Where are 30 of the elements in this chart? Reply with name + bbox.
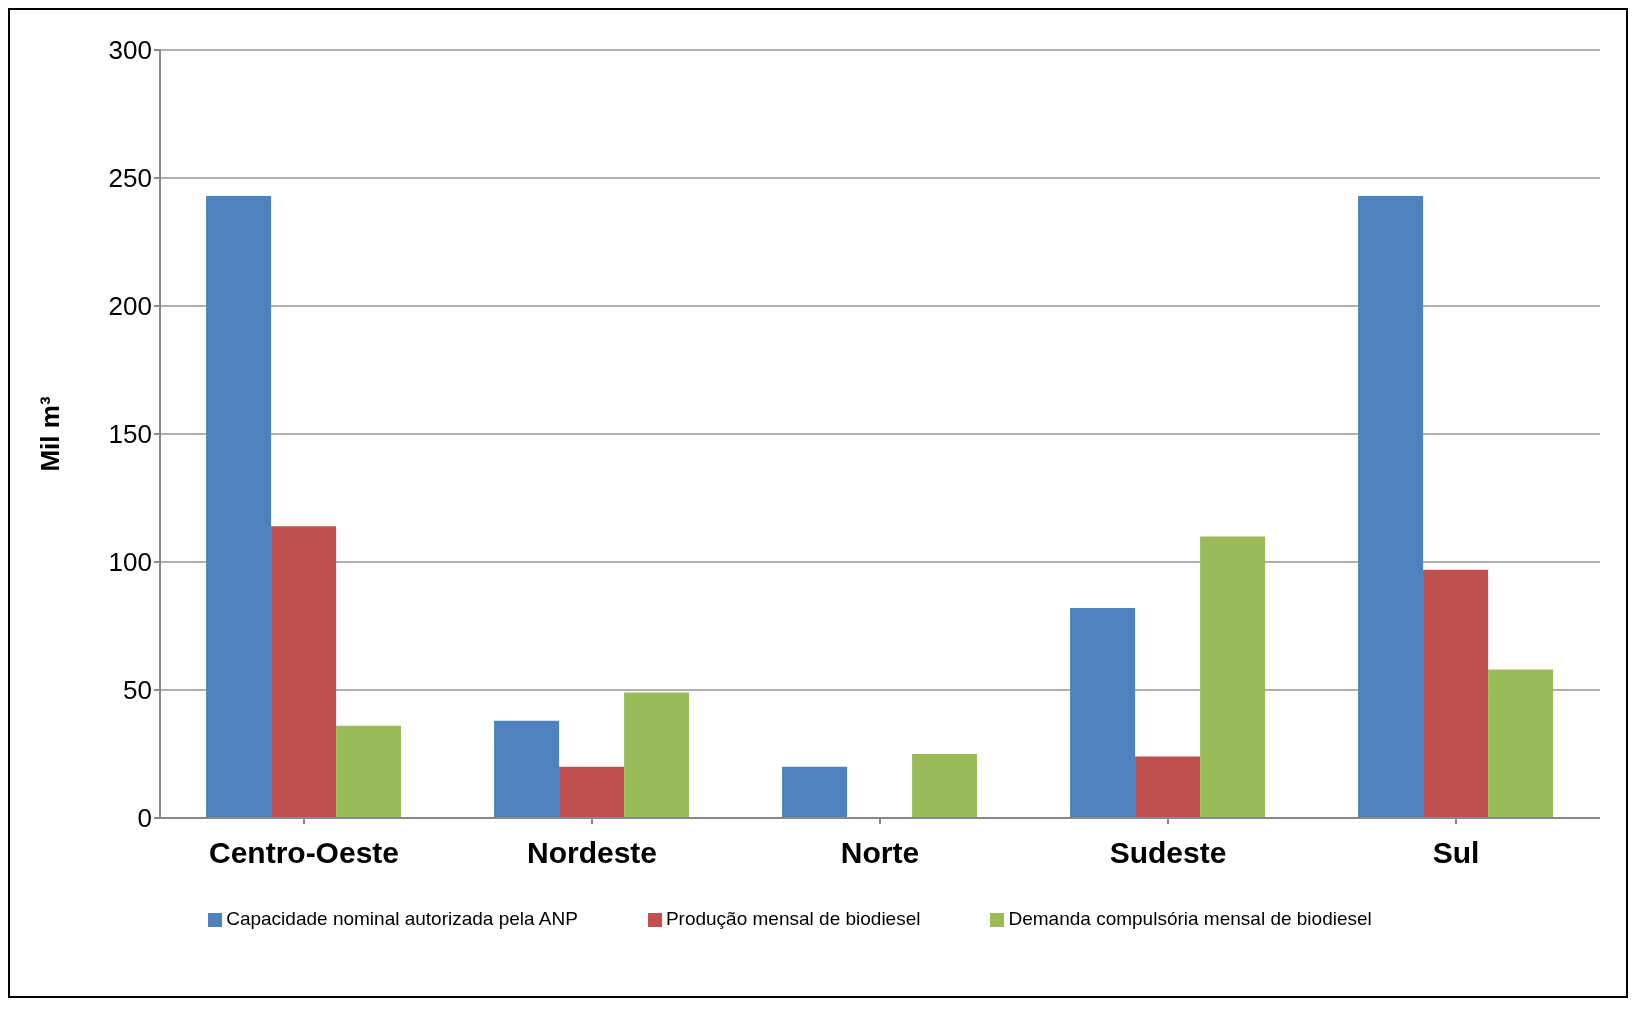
y-tick-label: 150 (108, 419, 152, 450)
bar (1200, 536, 1266, 818)
bar (494, 720, 560, 818)
x-tick-label: Sudeste (1109, 836, 1227, 870)
y-tick-label: 250 (108, 163, 152, 194)
y-tick-label: 200 (108, 291, 152, 322)
x-tick-label: Nordeste (526, 836, 658, 870)
legend-label: Capacidade nominal autorizada pela ANP (226, 908, 578, 929)
legend-label: Produção mensal de biodiesel (665, 908, 921, 929)
bar (1135, 756, 1201, 818)
y-tick-label: 0 (137, 803, 152, 834)
bar (336, 725, 402, 818)
x-tick-label: Norte (840, 836, 920, 870)
x-tick-label: Centro-Oeste (208, 836, 400, 870)
x-tick-label: Sul (1432, 836, 1480, 870)
bar (1488, 669, 1554, 818)
bar (1423, 569, 1489, 818)
y-tick-label: 300 (108, 35, 152, 66)
bar (559, 766, 625, 818)
bar (206, 195, 272, 818)
bar (1358, 195, 1424, 818)
legend-label: Demanda compulsória mensal de biodiesel (1008, 908, 1372, 929)
bar (1070, 608, 1136, 818)
bar (912, 754, 978, 818)
bar (271, 526, 337, 818)
bar (624, 692, 690, 818)
y-tick-label: 100 (108, 547, 152, 578)
y-axis-title: Mil m³ (35, 396, 66, 472)
y-tick-label: 50 (123, 675, 152, 706)
bar (782, 766, 848, 818)
